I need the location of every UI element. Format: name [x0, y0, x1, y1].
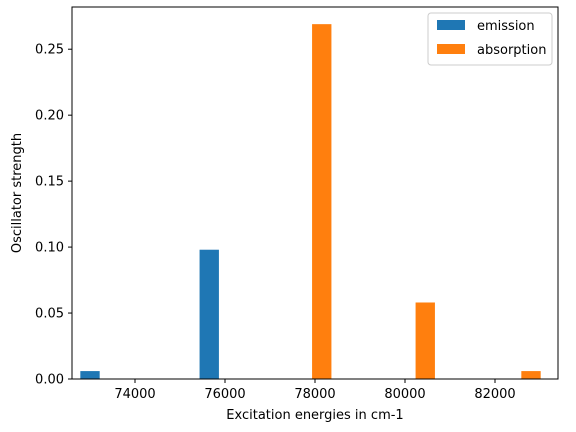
- y-tick-label: 0.10: [35, 241, 64, 256]
- x-ticks: 74000 76000 78000 80000 82000: [114, 379, 516, 402]
- legend-label-emission: emission: [477, 19, 535, 34]
- legend-swatch-emission: [437, 20, 465, 30]
- y-tick-label: 0.00: [35, 373, 64, 388]
- x-tick-label: 74000: [114, 387, 155, 402]
- bar-emission-0: [80, 371, 100, 379]
- legend: emission absorption: [427, 12, 553, 66]
- x-axis-label: Excitation energies in cm-1: [226, 408, 403, 423]
- bars-layer: [80, 24, 541, 380]
- y-tick-label: 0.20: [35, 109, 64, 124]
- y-tick-label: 0.25: [35, 43, 64, 58]
- bar-absorption-2: [521, 371, 541, 379]
- x-tick-label: 80000: [384, 387, 425, 402]
- x-tick-label: 82000: [474, 387, 515, 402]
- y-axis-label: Oscillator strength: [10, 133, 25, 253]
- bar-absorption-0: [312, 24, 332, 380]
- bar-absorption-1: [415, 302, 435, 379]
- legend-label-absorption: absorption: [477, 43, 546, 58]
- bar-emission-1: [199, 249, 219, 379]
- x-tick-label: 76000: [204, 387, 245, 402]
- y-tick-label: 0.15: [35, 175, 64, 190]
- y-tick-label: 0.05: [35, 307, 64, 322]
- plot-frame: [71, 6, 559, 380]
- legend-swatch-absorption: [437, 44, 465, 54]
- y-ticks: 0.00 0.05 0.10 0.15 0.20 0.25: [35, 43, 72, 388]
- x-tick-label: 78000: [294, 387, 335, 402]
